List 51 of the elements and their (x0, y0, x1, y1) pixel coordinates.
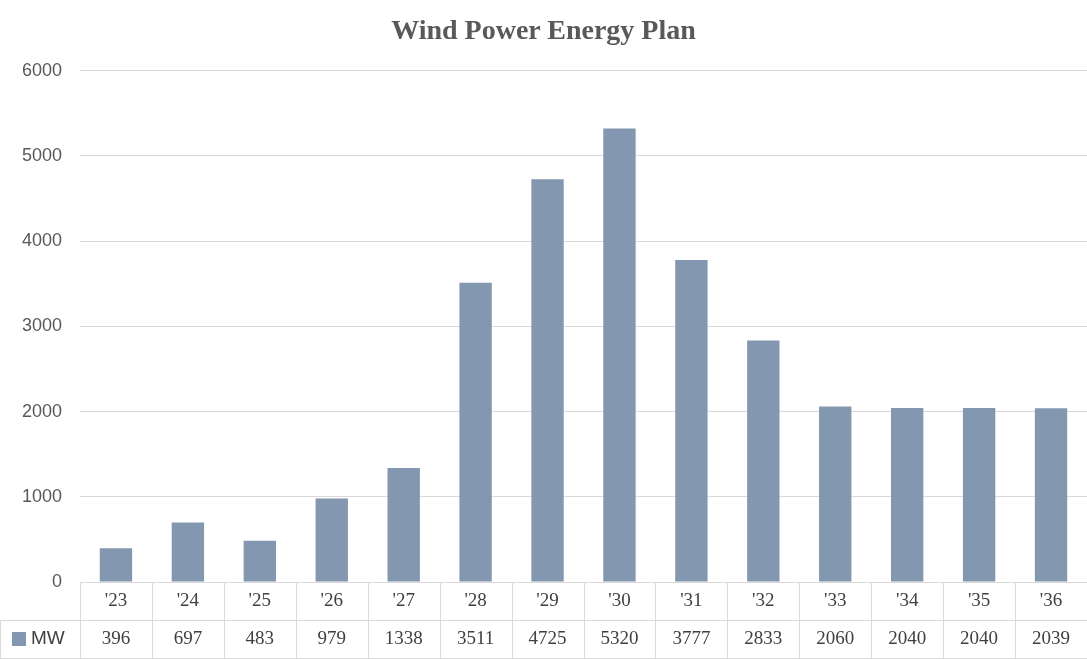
x-tick-label: '24 (176, 588, 200, 610)
bar (747, 340, 780, 582)
bar (315, 498, 348, 582)
bar (243, 540, 277, 582)
x-tick-label: '31 (680, 588, 703, 610)
bar (99, 548, 133, 582)
data-label: 2039 (1032, 626, 1071, 648)
bar (891, 408, 924, 582)
x-tick-label: '30 (608, 588, 631, 610)
y-tick-label: 0 (51, 570, 62, 591)
chart-title: Wind Power Energy Plan (391, 14, 697, 46)
x-tick-label: '33 (824, 588, 847, 610)
bar (962, 408, 996, 582)
bar (171, 522, 205, 582)
x-tick-label: '35 (967, 588, 991, 610)
y-tick-label: 4000 (21, 230, 62, 251)
data-label: 5320 (600, 626, 639, 648)
bar (1034, 408, 1068, 582)
x-tick-label: '29 (536, 588, 559, 610)
bar (531, 179, 564, 582)
x-tick-label: '27 (392, 588, 415, 610)
bar (459, 282, 492, 582)
x-tick-label: '36 (1039, 588, 1063, 610)
x-tick-label: '34 (895, 588, 919, 610)
data-label: 4725 (528, 626, 567, 648)
y-tick-label: 2000 (21, 400, 62, 421)
data-label: 3777 (672, 626, 711, 648)
bar (387, 467, 420, 582)
x-tick-label: '28 (464, 588, 487, 610)
bar (819, 406, 852, 582)
x-tick-label: '25 (248, 588, 272, 610)
y-tick-label: 6000 (21, 59, 62, 80)
y-tick-label: 1000 (21, 485, 62, 506)
data-label: 697 (173, 626, 203, 648)
y-tick-label: 5000 (21, 144, 62, 165)
data-label: 1338 (384, 626, 423, 648)
y-tick-label: 3000 (21, 315, 62, 336)
data-label: 979 (317, 626, 346, 648)
data-label: 483 (245, 626, 275, 648)
data-label: 2040 (888, 626, 927, 648)
bar (603, 128, 636, 582)
x-tick-label: '26 (320, 588, 343, 610)
x-tick-label: '23 (104, 588, 128, 610)
legend-label: MW (31, 627, 65, 649)
data-label: 3511 (456, 626, 495, 648)
data-label: 396 (101, 626, 131, 648)
data-label: 2060 (816, 626, 855, 648)
data-label: 2040 (960, 626, 999, 648)
x-tick-label: '32 (752, 588, 775, 610)
data-label: 2833 (744, 626, 783, 648)
bar (675, 260, 708, 582)
